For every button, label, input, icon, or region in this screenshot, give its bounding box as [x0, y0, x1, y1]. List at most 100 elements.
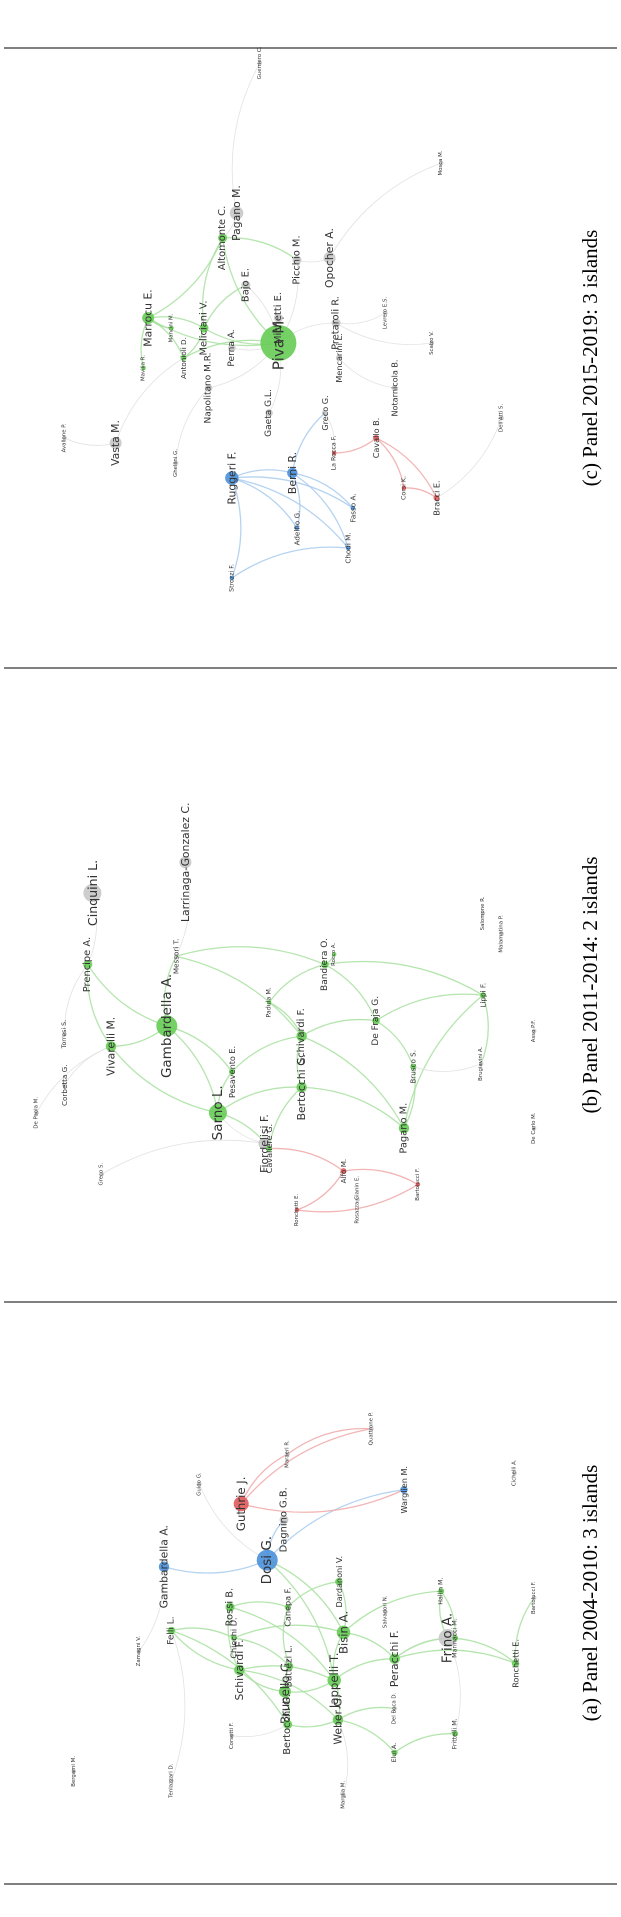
node-bertocchi: [296, 1082, 307, 1093]
node-gambardella: [158, 1561, 170, 1572]
node-label: Zamagni V.: [136, 1636, 142, 1667]
node-label: Fasso A.: [348, 493, 357, 522]
edge: [101, 1139, 265, 1175]
edge: [233, 1624, 344, 1639]
node-label: Marinacci M.: [452, 1618, 459, 1658]
node-label: Dardanoni V.: [334, 1556, 344, 1608]
node-chiechi: [230, 1635, 237, 1642]
node-label: Larrinaga-Gonzalez C.: [179, 803, 192, 922]
edge: [324, 960, 484, 996]
node-bertocchi: [283, 1719, 293, 1729]
node-brunello: [278, 1685, 291, 1698]
edge: [166, 1025, 233, 1073]
node-label: Schivardi F.: [233, 1639, 246, 1700]
node-felli: [167, 1626, 176, 1635]
node-choch: [345, 545, 351, 551]
node-cichelli: [512, 1470, 517, 1476]
edge: [480, 995, 489, 1064]
node-napolitano: [204, 384, 213, 392]
edge: [231, 476, 354, 509]
node-label: Dagnino G.B.: [278, 1487, 289, 1552]
node-peracchi: [389, 1653, 400, 1664]
node-label: Vivarelli M.: [105, 1017, 118, 1076]
node-label: Schivardi F.: [296, 1008, 307, 1064]
node-corsetti: [229, 1733, 235, 1738]
node-label: Weber G.: [331, 1695, 344, 1745]
node-label: Sarno L.: [210, 1085, 226, 1140]
edge: [110, 1045, 219, 1114]
edge: [296, 1170, 345, 1211]
node-zamagni: [136, 1648, 142, 1654]
node-messori: [173, 954, 179, 959]
edge: [138, 1566, 165, 1652]
node-label: Opocher A.: [323, 228, 336, 288]
node-berni: [287, 467, 298, 479]
node-cinquini: [83, 883, 102, 902]
node-label: Gambardella A.: [159, 974, 175, 1078]
node-label: Marglia M.: [341, 1781, 347, 1809]
node-label: Bracci E.: [432, 480, 442, 515]
node-label: Pesavento E.: [227, 1046, 237, 1098]
edge: [447, 1637, 461, 1734]
node-label: Brunello G.: [278, 1659, 292, 1724]
node-label: Corsetti F.: [229, 1722, 235, 1749]
node-label: Guerriero C.: [257, 46, 263, 79]
node-frittelli: [452, 1730, 459, 1737]
edge: [301, 1086, 405, 1129]
edge: [394, 1649, 516, 1665]
node-label: Messori T.: [172, 939, 181, 975]
node-label: Salomone R.: [480, 896, 486, 930]
node-label: Maraeri R.: [285, 1440, 291, 1468]
node-torresi: [62, 1031, 67, 1037]
edge: [198, 1483, 268, 1561]
edge: [163, 1559, 268, 1574]
edge: [231, 477, 298, 529]
node-decarlo: [531, 1125, 537, 1131]
node-schivardi: [234, 1664, 245, 1676]
node-label: Canepa F.: [283, 1587, 293, 1626]
node-label: Napolitano M.R.: [204, 352, 214, 423]
node-elul: [391, 1749, 398, 1756]
node-label: Perna A.: [227, 329, 237, 366]
node-guerrieri: [257, 60, 263, 66]
edge: [170, 1630, 240, 1671]
node-marglia: [341, 1792, 346, 1798]
node-label: Ronchetti E.: [511, 1639, 521, 1688]
edge: [266, 1559, 335, 1681]
node-lippi: [480, 992, 486, 999]
node-label: Bandiera O.: [320, 938, 330, 991]
node-salvadori: [383, 1609, 388, 1615]
node-corbetta: [62, 1082, 67, 1088]
node-label: Ronchetti E.: [294, 1193, 300, 1226]
node-pagano: [398, 1122, 410, 1134]
node-label: Berni R.: [286, 452, 299, 494]
node-corsi: [401, 485, 407, 491]
node-larrinaga: [179, 856, 192, 869]
node-rosazza: [355, 1197, 360, 1202]
edge: [291, 412, 326, 474]
node-defraja: [372, 1017, 380, 1025]
edge: [175, 955, 303, 1037]
node-label: Strozzi F.: [228, 564, 235, 592]
node-label: De Fraja G.: [371, 996, 381, 1046]
edge: [201, 237, 224, 329]
node-label: Tenlazzari D.: [168, 1763, 174, 1798]
node-label: Asso P.F.: [531, 1020, 537, 1043]
edge: [231, 62, 261, 214]
edge: [269, 1147, 344, 1172]
edge: [324, 412, 336, 454]
edge: [86, 964, 112, 1047]
node-label: Picchio M.: [292, 235, 303, 284]
edge: [375, 993, 484, 1022]
edge: [343, 1168, 419, 1185]
node-label: Malamatina P.: [499, 915, 505, 953]
node-label: Warglien M.: [399, 1466, 409, 1514]
node-dagnino: [279, 1515, 289, 1525]
edge: [229, 1606, 335, 1681]
edge: [335, 322, 432, 345]
edge: [36, 1045, 112, 1114]
edge: [64, 964, 89, 1035]
node-battezi: [285, 1662, 294, 1670]
